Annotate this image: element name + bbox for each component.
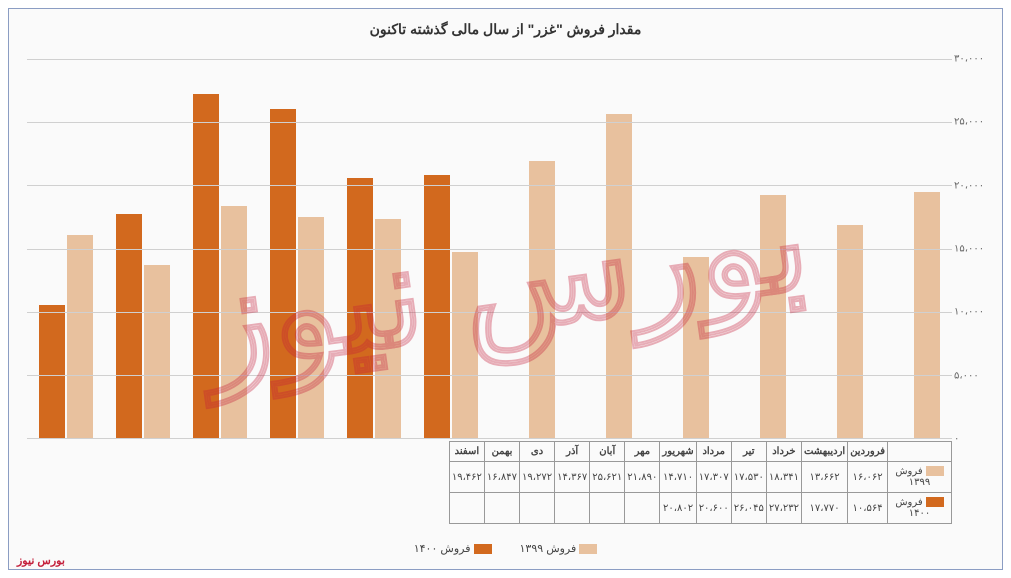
grid-line [27, 312, 952, 313]
data-cell: ۱۹،۲۷۲ [520, 462, 555, 493]
table-corner [888, 442, 952, 462]
data-cell: ۲۱،۸۹۰ [625, 462, 660, 493]
legend-swatch [474, 544, 492, 554]
y-tick-label: ۳۰،۰۰۰ [954, 54, 994, 65]
data-cell: ۲۶،۰۴۵ [731, 493, 766, 524]
data-cell: ۲۰،۸۰۲ [660, 493, 696, 524]
grid-line [27, 375, 952, 376]
data-cell: ۲۰،۶۰۰ [696, 493, 731, 524]
y-tick-label: ۲۰،۰۰۰ [954, 180, 994, 191]
data-cell [590, 493, 625, 524]
bar [529, 161, 555, 438]
data-cell: ۲۵،۶۲۱ [590, 462, 625, 493]
legend-item: فروش ۱۴۰۰ [414, 542, 492, 555]
bar [606, 114, 632, 438]
data-cell: ۱۹،۴۶۲ [449, 462, 484, 493]
legend-label: فروش ۱۴۰۰ [414, 543, 471, 555]
data-cell: ۱۶،۰۶۲ [848, 462, 888, 493]
table-row: فروش ۱۴۰۰۱۰،۵۶۴۱۷،۷۷۰۲۷،۲۳۲۲۶،۰۴۵۲۰،۶۰۰۲… [449, 493, 951, 524]
month-header: بهمن [484, 442, 519, 462]
legend: فروش ۱۳۹۹ فروش ۱۴۰۰ [9, 542, 1002, 555]
row-header: فروش ۱۴۰۰ [888, 493, 952, 524]
month-header: شهریور [660, 442, 696, 462]
plot-area: ۰۵،۰۰۰۱۰،۰۰۰۱۵،۰۰۰۲۰،۰۰۰۲۵،۰۰۰۳۰،۰۰۰ [27, 59, 952, 439]
data-cell: ۱۰،۵۶۴ [848, 493, 888, 524]
bar [914, 192, 940, 438]
legend-swatch [579, 544, 597, 554]
y-tick-label: ۱۰،۰۰۰ [954, 307, 994, 318]
data-cell: ۱۸،۳۴۱ [766, 462, 801, 493]
month-header: اردیبهشت [801, 442, 847, 462]
y-tick-label: ۵،۰۰۰ [954, 370, 994, 381]
bar [424, 175, 450, 438]
data-cell: ۱۷،۳۰۷ [696, 462, 731, 493]
series-swatch [926, 497, 944, 507]
footer-brand: بورس نیوز [17, 554, 65, 567]
y-tick-label: ۱۵،۰۰۰ [954, 244, 994, 255]
grid-line [27, 59, 952, 60]
grid-line [27, 122, 952, 123]
bar [193, 94, 219, 438]
month-header: اسفند [449, 442, 484, 462]
data-cell [520, 493, 555, 524]
month-header: آبان [590, 442, 625, 462]
grid-line [27, 438, 952, 439]
bar [375, 219, 401, 438]
bar [683, 257, 709, 439]
data-cell [484, 493, 519, 524]
y-tick-label: ۲۵،۰۰۰ [954, 117, 994, 128]
data-cell: ۱۴،۳۶۷ [555, 462, 590, 493]
data-cell: ۱۴،۷۱۰ [660, 462, 696, 493]
data-cell [555, 493, 590, 524]
bar [221, 206, 247, 438]
month-header: دی [520, 442, 555, 462]
month-header: آذر [555, 442, 590, 462]
grid-line [27, 249, 952, 250]
chart-area: مقدار فروش "غزر" از سال مالی گذشته تاکنو… [8, 8, 1003, 570]
y-axis: ۰۵،۰۰۰۱۰،۰۰۰۱۵،۰۰۰۲۰،۰۰۰۲۵،۰۰۰۳۰،۰۰۰ [954, 59, 994, 439]
legend-label: فروش ۱۳۹۹ [520, 543, 577, 555]
table-row: فروش ۱۳۹۹۱۶،۰۶۲۱۳،۶۶۲۱۸،۳۴۱۱۷،۵۳۰۱۷،۳۰۷۱… [449, 462, 951, 493]
y-tick-label: ۰ [954, 434, 994, 445]
bar [270, 109, 296, 438]
data-cell: ۱۷،۷۷۰ [801, 493, 847, 524]
month-header: تیر [731, 442, 766, 462]
bar [760, 195, 786, 438]
bar [837, 225, 863, 438]
bar [452, 252, 478, 438]
data-cell: ۲۷،۲۳۲ [766, 493, 801, 524]
month-header: خرداد [766, 442, 801, 462]
bar [347, 178, 373, 438]
bar [39, 305, 65, 438]
grid-line [27, 185, 952, 186]
data-cell: ۱۷،۵۳۰ [731, 462, 766, 493]
data-cell: ۱۳،۶۶۲ [801, 462, 847, 493]
chart-container: مقدار فروش "غزر" از سال مالی گذشته تاکنو… [0, 0, 1011, 578]
data-cell [625, 493, 660, 524]
month-header: مهر [625, 442, 660, 462]
month-header: مرداد [696, 442, 731, 462]
bar [67, 235, 93, 438]
bar [116, 214, 142, 438]
series-swatch [926, 466, 944, 476]
data-cell: ۱۶،۸۴۷ [484, 462, 519, 493]
legend-item: فروش ۱۳۹۹ [520, 542, 598, 555]
bar [144, 265, 170, 438]
bar [298, 217, 324, 438]
chart-title: مقدار فروش "غزر" از سال مالی گذشته تاکنو… [9, 9, 1002, 50]
row-header: فروش ۱۳۹۹ [888, 462, 952, 493]
plot-inner [27, 59, 952, 439]
data-table: فروردیناردیبهشتخردادتیرمردادشهریورمهرآبا… [449, 441, 952, 524]
table-header-row: فروردیناردیبهشتخردادتیرمردادشهریورمهرآبا… [449, 442, 951, 462]
data-cell [449, 493, 484, 524]
month-header: فروردین [848, 442, 888, 462]
